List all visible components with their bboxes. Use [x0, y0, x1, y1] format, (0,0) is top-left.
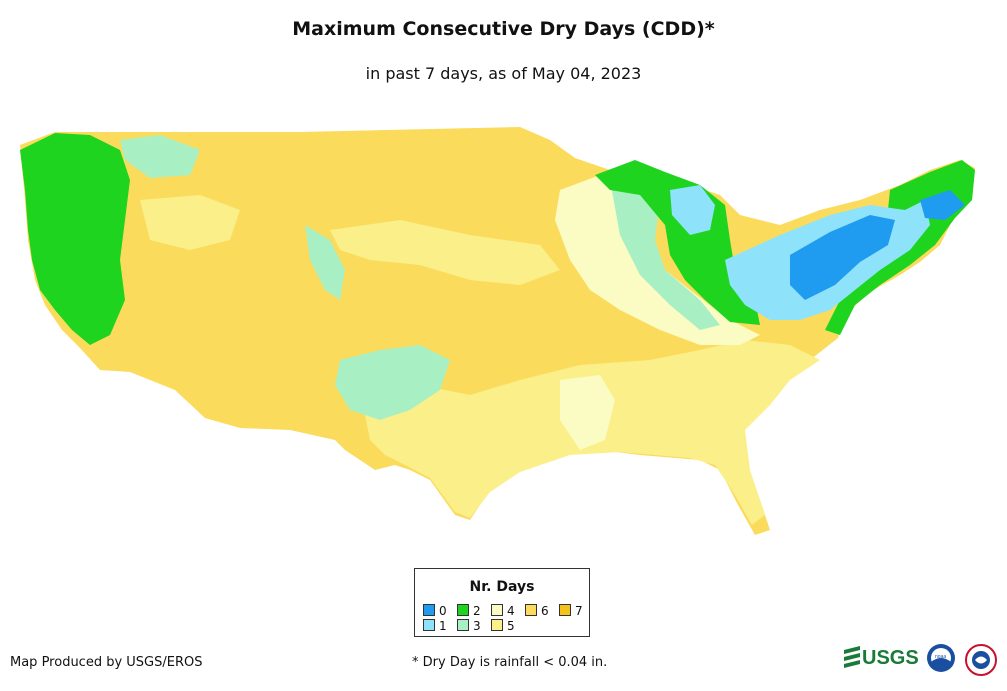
legend-title: Nr. Days [469, 579, 535, 595]
noaa-logo: noaa [927, 644, 955, 672]
zone-5-north [330, 220, 560, 285]
legend-item-6: 6 [525, 604, 549, 618]
map-credit: Map Produced by USGS/EROS [10, 655, 203, 670]
legend-swatch-7 [559, 604, 571, 616]
usgs-logo: USGS [844, 646, 919, 669]
zone-3-southwest [335, 345, 450, 420]
dry-day-footnote: * Dry Day is rainfall < 0.04 in. [412, 655, 608, 670]
zone-0-maine [920, 190, 965, 220]
zone-0-northeast [790, 215, 895, 300]
zone-3-northwest [120, 135, 200, 178]
legend-item-5: 5 [491, 619, 515, 633]
legend-item-1: 1 [423, 619, 447, 633]
zone-2-west-coast [20, 133, 130, 345]
svg-text:noaa: noaa [935, 654, 946, 660]
map-title: Maximum Consecutive Dry Days (CDD)* [292, 18, 715, 40]
zone-4-south [560, 375, 615, 450]
legend-label-2: 2 [473, 604, 481, 618]
legend-label-4: 4 [507, 604, 515, 618]
legend-swatch-5 [491, 619, 503, 631]
legend-label-3: 3 [473, 619, 481, 633]
legend-swatch-1 [423, 619, 435, 631]
zone-3-great-lakes [610, 175, 720, 330]
legend-swatch-0 [423, 604, 435, 616]
legend-swatch-4 [491, 604, 503, 616]
legend-item-0: 0 [423, 604, 447, 618]
legend: Nr. Days 0 1 2 3 4 5 6 7 [414, 568, 590, 637]
agency-logos: USGS noaa [844, 644, 997, 676]
legend-item-7: 7 [559, 604, 583, 618]
zone-2-great-lakes [595, 160, 760, 325]
legend-swatch-6 [525, 604, 537, 616]
legend-label-1: 1 [439, 619, 447, 633]
svg-text:USGS: USGS [862, 647, 919, 669]
legend-item-2: 2 [457, 604, 481, 618]
legend-label-6: 6 [541, 604, 549, 618]
legend-label-0: 0 [439, 604, 447, 618]
legend-item-3: 3 [457, 619, 481, 633]
legend-label-7: 7 [575, 604, 583, 618]
nws-logo [965, 644, 997, 676]
legend-swatch-2 [457, 604, 469, 616]
legend-label-5: 5 [507, 619, 515, 633]
map-subtitle: in past 7 days, as of May 04, 2023 [365, 64, 642, 83]
zone-3-rockies [305, 225, 345, 300]
zone-1-michigan [670, 185, 715, 235]
legend-item-4: 4 [491, 604, 515, 618]
zone-5-west [140, 195, 240, 250]
zone-4-midwest [555, 175, 760, 345]
legend-swatch-3 [457, 619, 469, 631]
